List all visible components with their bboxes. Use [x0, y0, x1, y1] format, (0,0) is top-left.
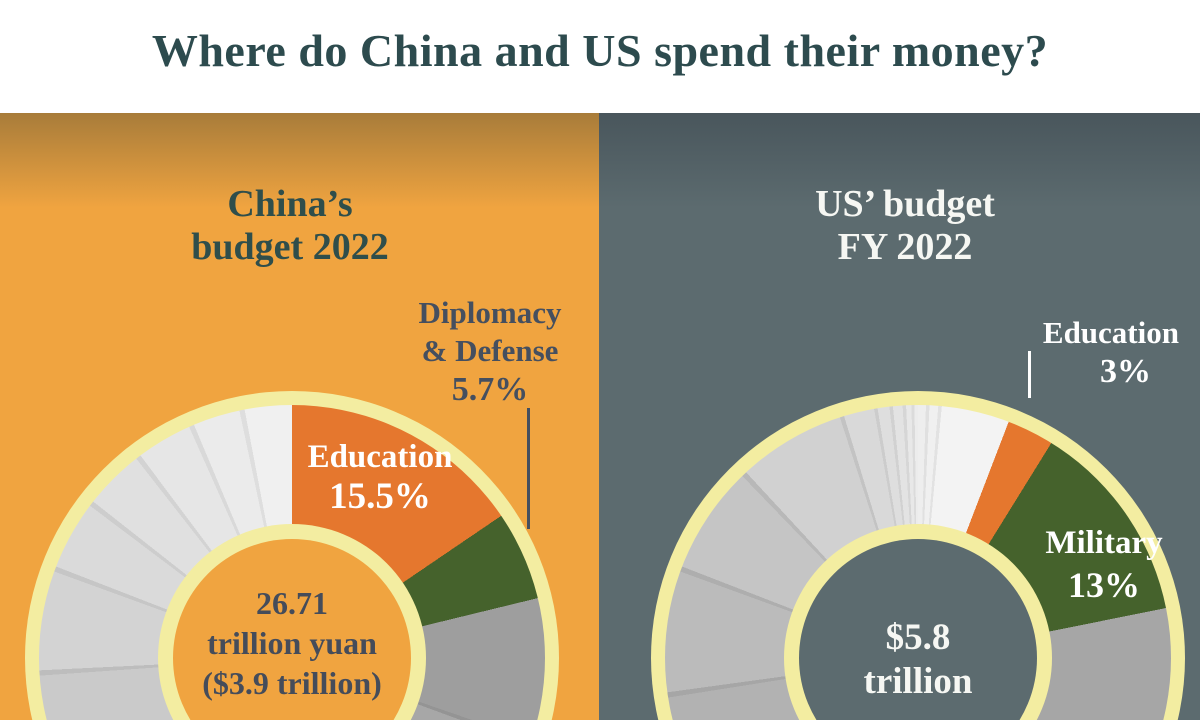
panel-china: China’s budget 2022 26.71 trillion yuan …: [0, 113, 599, 720]
us-military-label-value: 13%: [1068, 565, 1140, 605]
china-diplomacy-label-value: 5.7%: [451, 371, 529, 408]
china-total-label: 26.71 trillion yuan ($3.9 trillion): [142, 583, 442, 703]
china-education-segment-label: Education 15.5%: [255, 438, 505, 517]
us-total-line2: trillion: [863, 661, 973, 702]
us-chart-title: US’ budget FY 2022: [705, 183, 1105, 269]
china-chart-title-line2: budget 2022: [191, 226, 389, 268]
header: Where do China and US spend their money?: [0, 0, 1200, 113]
china-donut-hole-ring: [158, 524, 426, 720]
us-education-label-value: 3%: [1100, 353, 1151, 390]
china-diplomacy-leader-line: [527, 408, 530, 529]
us-donut-center-disc: [799, 539, 1037, 720]
us-education-label-text: Education: [1042, 315, 1179, 350]
china-education-label-value: 15.5%: [329, 476, 431, 517]
china-diplomacy-defense-segment-label: Diplomacy & Defense 5.7%: [380, 294, 599, 409]
panel-us: US’ budget FY 2022 $5.8 trillion Educati…: [599, 113, 1200, 720]
china-total-line3: ($3.9 trillion): [202, 665, 382, 701]
us-military-segment-label: Military 13%: [1009, 523, 1199, 606]
us-education-leader-line: [1028, 351, 1031, 398]
china-total-line1: 26.71: [256, 585, 328, 621]
us-total-label: $5.8 trillion: [793, 616, 1043, 704]
us-total-line1: $5.8: [885, 617, 951, 658]
china-diplomacy-label-line2: & Defense: [421, 333, 559, 368]
china-diplomacy-label-line1: Diplomacy: [418, 295, 562, 330]
china-chart-title: China’s budget 2022: [90, 183, 490, 269]
us-donut-chart: [651, 391, 1185, 720]
us-military-label-text: Military: [1045, 525, 1163, 561]
china-education-label-text: Education: [307, 439, 453, 475]
china-chart-title-line1: China’s: [227, 183, 353, 225]
us-chart-title-line1: US’ budget: [815, 183, 995, 225]
page-title: Where do China and US spend their money?: [151, 25, 1049, 76]
china-donut-center-disc: [173, 539, 411, 720]
us-chart-title-line2: FY 2022: [837, 226, 973, 268]
us-education-segment-label: Education 3%: [999, 313, 1179, 392]
china-total-line2: trillion yuan: [207, 625, 377, 661]
